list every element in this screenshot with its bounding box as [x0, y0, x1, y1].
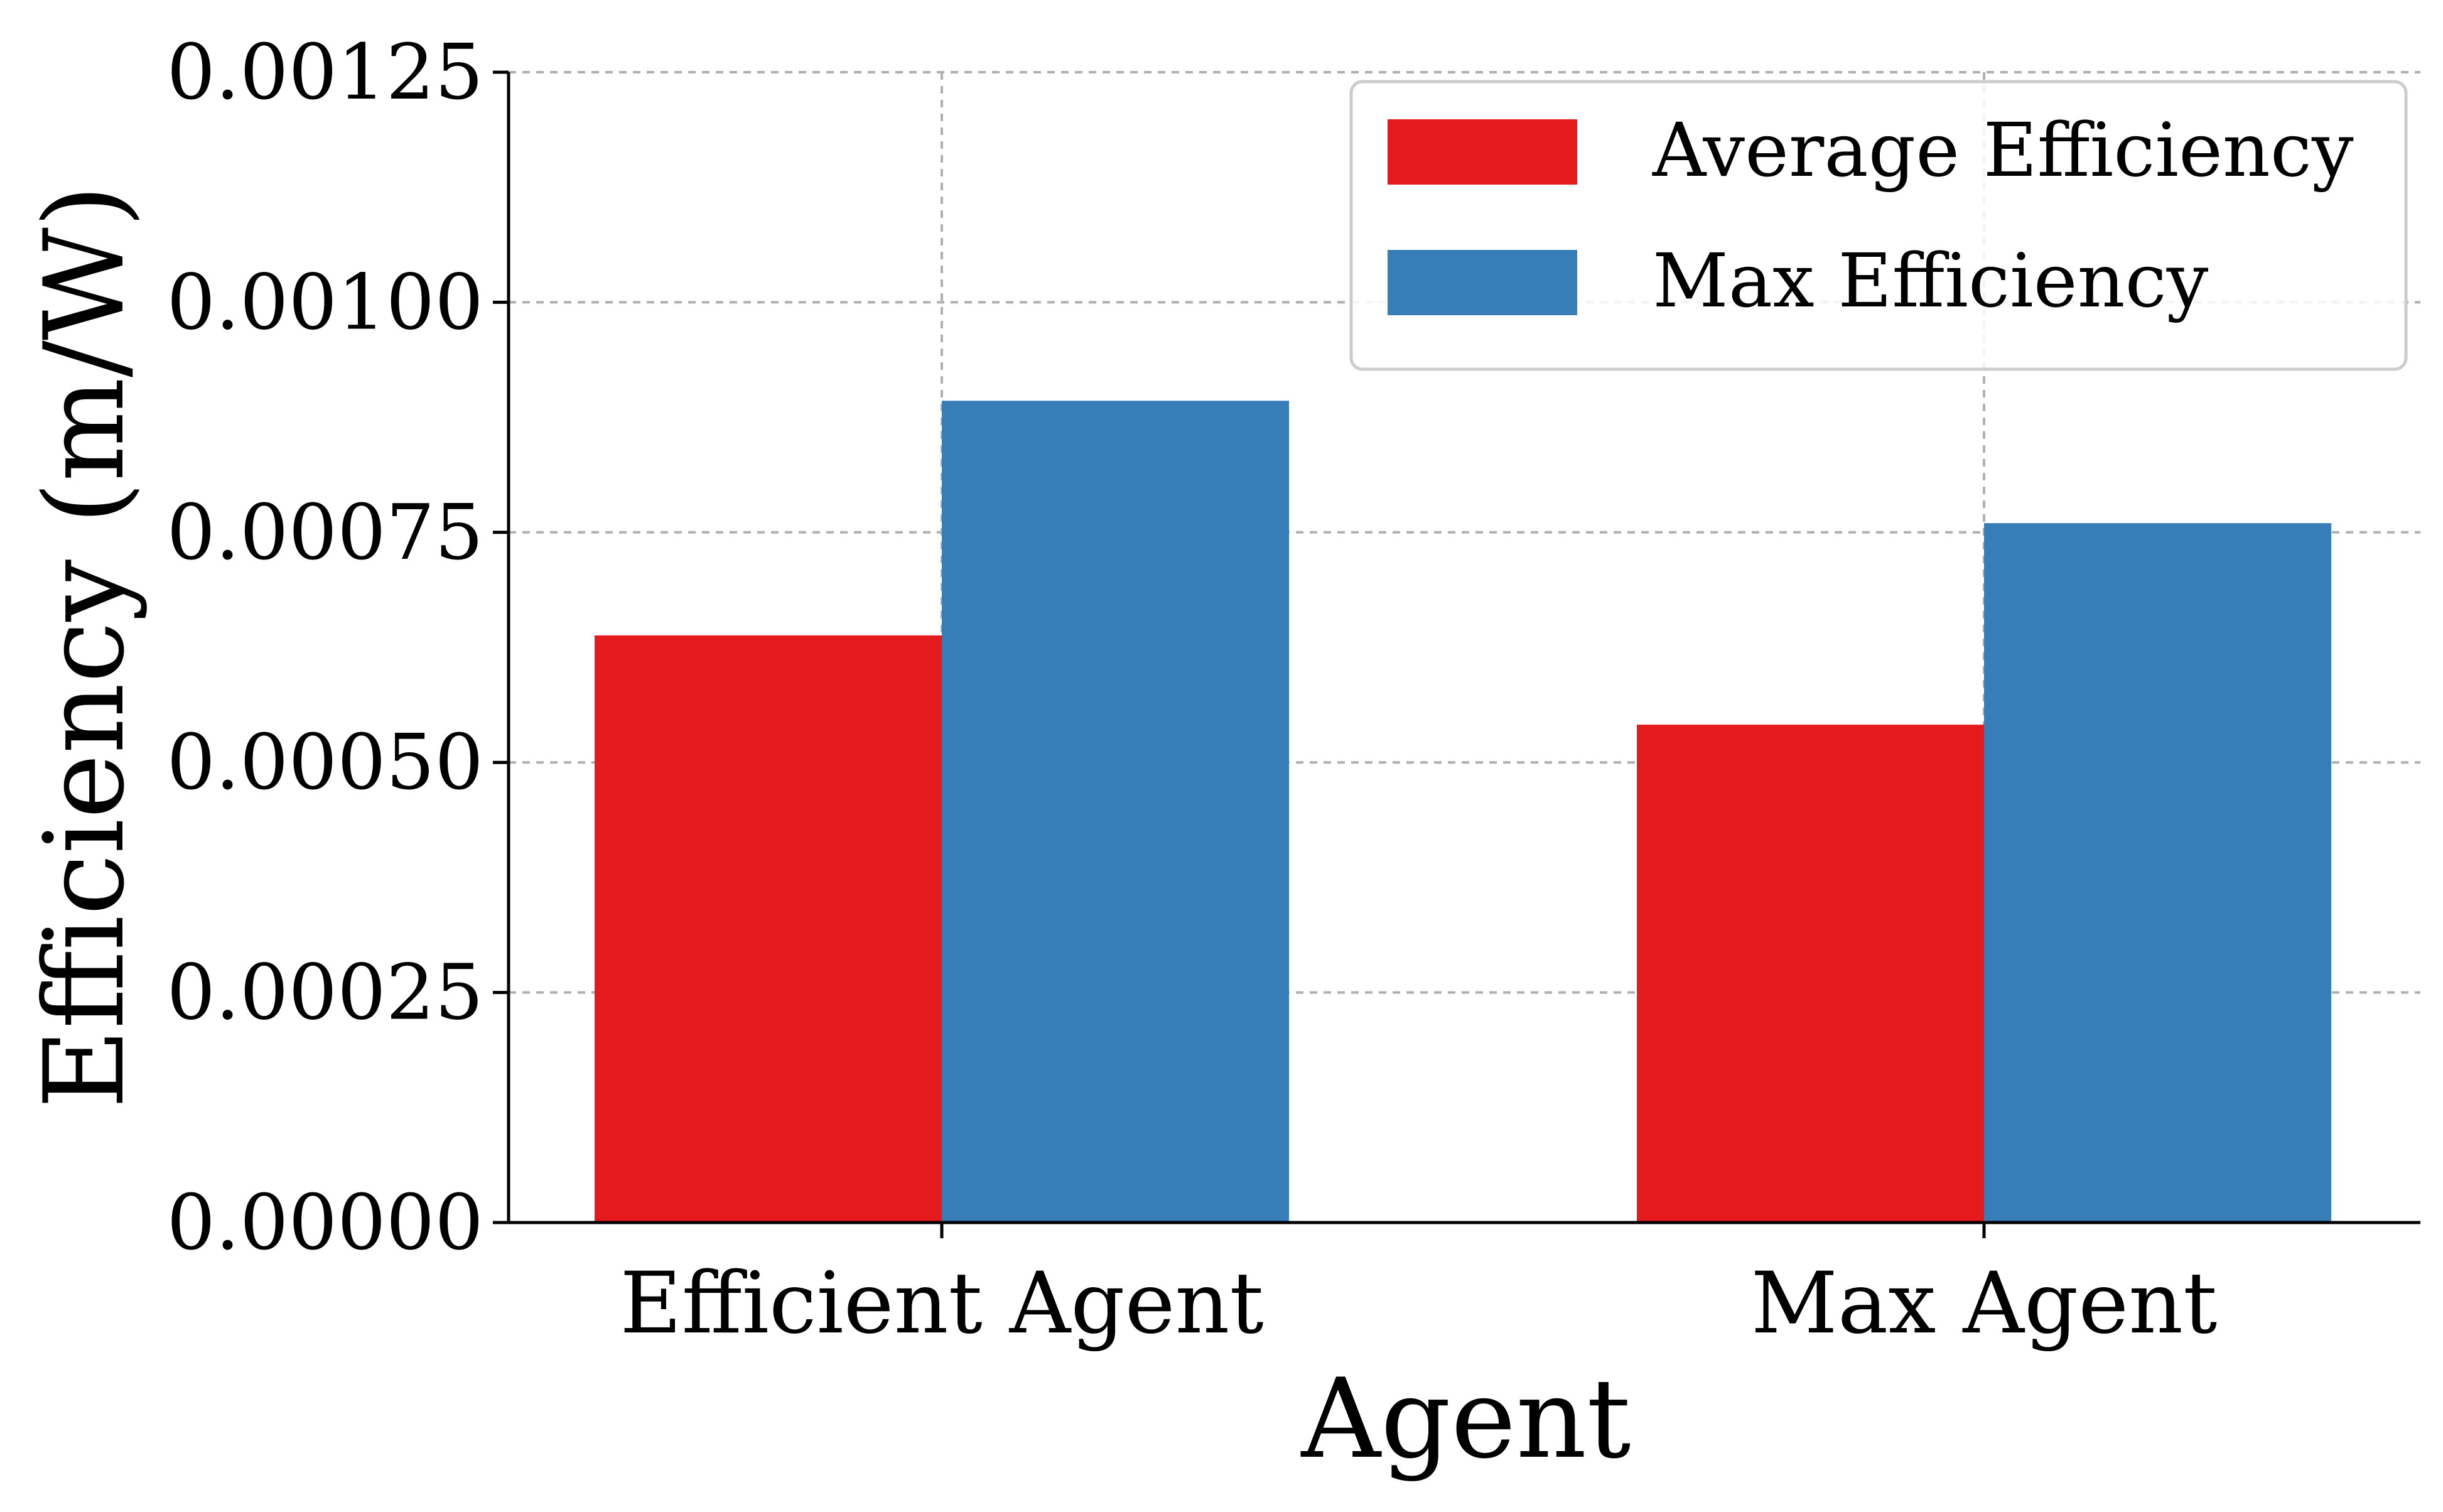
bar-1-1 — [1984, 523, 2331, 1223]
legend-label-1: Max Efficiency — [1653, 237, 2209, 324]
bars — [595, 401, 2331, 1223]
legend-frame — [1349, 80, 2408, 371]
axes — [493, 70, 2420, 1238]
y-tick-label-5: 0.00125 — [166, 28, 483, 117]
x-tick-label-0: Efficient Agent — [620, 1254, 1263, 1353]
y-tick-label-4: 0.00100 — [166, 257, 483, 347]
bar-0-1 — [1637, 725, 1984, 1223]
bar-1-0 — [942, 401, 1289, 1223]
y-tick-label-1: 0.00025 — [166, 948, 483, 1037]
legend-swatch-1 — [1388, 250, 1577, 315]
x-axis-title: Agent — [1300, 1356, 1631, 1483]
y-axis-title: Efficiency (m/W) — [21, 185, 149, 1109]
bar-0-0 — [595, 635, 942, 1223]
legend-swatch-0 — [1388, 119, 1577, 185]
y-tick-label-2: 0.00050 — [166, 718, 483, 807]
tick-labels: 0.00000 0.00025 0.00050 0.00075 0.00100 0.001… — [166, 28, 2217, 1353]
y-tick-label-3: 0.00075 — [166, 488, 483, 577]
y-tick-label-0: 0.00000 — [166, 1178, 483, 1267]
legend: Average Efficiency Max Efficiency — [1349, 80, 2408, 371]
x-tick-label-1: Max Agent — [1751, 1254, 2218, 1353]
legend-label-0: Average Efficiency — [1652, 107, 2354, 193]
